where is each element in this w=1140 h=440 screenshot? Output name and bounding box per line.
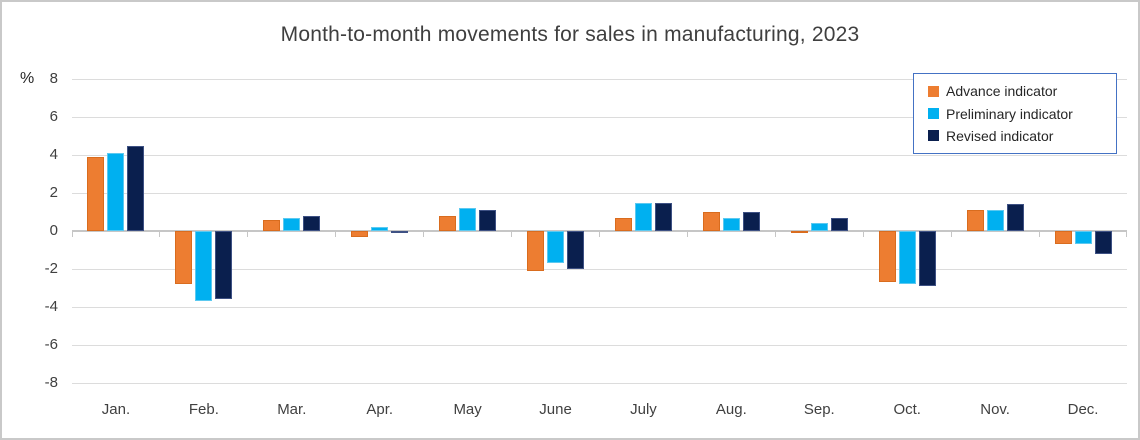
x-axis-label: Jan.: [101, 401, 131, 418]
bar-advance-indicator-jan: [87, 156, 105, 231]
x-axis-tick: [599, 231, 600, 237]
bar-revised-indicator-nov: [1006, 204, 1024, 231]
bar-preliminary-indicator-oct: [898, 231, 916, 285]
x-axis-label: Aug.: [715, 401, 747, 418]
bar-advance-indicator-june: [527, 231, 545, 271]
y-axis-unit-label: %: [20, 70, 35, 87]
gridline: [72, 306, 1127, 308]
bar-revised-indicator-sep: [830, 217, 848, 231]
bar-revised-indicator-may: [479, 210, 497, 231]
bar-advance-indicator-mar: [263, 219, 281, 231]
y-axis-tick-label: -4: [44, 298, 58, 315]
x-axis-label: Sep.: [803, 401, 835, 418]
x-axis-label: Mar.: [277, 401, 307, 418]
legend-swatch-advance-indicator: [928, 85, 939, 97]
bar-preliminary-indicator-jan: [107, 153, 125, 231]
y-axis-tick-label: 2: [49, 184, 58, 201]
bar-advance-indicator-sep: [790, 231, 808, 233]
legend-label-advance-indicator: Advance indicator: [946, 83, 1058, 100]
bar-advance-indicator-may: [439, 215, 457, 231]
bar-preliminary-indicator-nov: [986, 210, 1004, 231]
x-axis-tick: [774, 231, 776, 237]
chart-title: Month-to-month movements for sales in ma…: [280, 23, 860, 46]
x-axis-tick: [159, 231, 161, 237]
legend-swatch-preliminary-indicator: [928, 108, 939, 119]
x-axis-label: Oct.: [893, 401, 921, 418]
bar-advance-indicator-feb: [175, 231, 193, 285]
gridline: [72, 344, 1127, 346]
bar-preliminary-indicator-may: [459, 208, 477, 231]
x-axis-label: Dec.: [1067, 401, 1099, 418]
bar-revised-indicator-apr: [391, 231, 409, 233]
gridline: [72, 116, 1127, 118]
legend-swatch-revised-indicator: [928, 130, 939, 142]
gridline: [72, 154, 1127, 156]
x-axis-label: June: [539, 401, 572, 418]
legend-item-revised: Revised indicator: [928, 128, 1116, 144]
x-axis-tick: [1126, 231, 1127, 237]
bar-revised-indicator-oct: [918, 231, 936, 287]
bar-preliminary-indicator-dec: [1074, 231, 1092, 245]
x-axis-tick: [686, 231, 688, 237]
legend-item-advance: Advance indicator: [928, 83, 1116, 99]
x-axis-tick: [862, 231, 864, 237]
x-axis-tick: [335, 231, 337, 237]
x-axis-tick: [423, 231, 425, 237]
legend: Advance indicator Preliminary indicator …: [913, 73, 1117, 154]
x-axis-label: July: [630, 401, 657, 418]
bar-revised-indicator-aug: [742, 212, 760, 231]
y-axis-tick-label: 6: [49, 108, 58, 125]
x-axis-label: May: [453, 401, 482, 418]
bar-preliminary-indicator-june: [547, 231, 565, 264]
y-axis-tick-label: -6: [44, 336, 58, 353]
bar-advance-indicator-apr: [351, 231, 369, 237]
bar-preliminary-indicator-aug: [722, 217, 740, 231]
y-axis-tick-label: -8: [44, 374, 58, 391]
gridline: [72, 268, 1127, 270]
gridline: [72, 382, 1127, 384]
bar-revised-indicator-jan: [127, 145, 145, 231]
x-axis-label: Nov.: [980, 401, 1010, 418]
bar-advance-indicator-oct: [878, 231, 896, 283]
bar-revised-indicator-june: [567, 231, 585, 269]
x-axis-label: Apr.: [366, 401, 394, 418]
bar-advance-indicator-dec: [1054, 231, 1072, 245]
x-axis-tick: [1038, 231, 1040, 237]
bar-revised-indicator-mar: [303, 215, 321, 231]
bar-preliminary-indicator-mar: [283, 217, 301, 231]
bar-advance-indicator-aug: [702, 212, 720, 231]
y-axis-tick-label: 4: [49, 146, 58, 163]
legend-label-revised-indicator: Revised indicator: [946, 127, 1054, 144]
bar-preliminary-indicator-july: [634, 202, 652, 231]
bar-advance-indicator-nov: [966, 210, 984, 231]
bar-preliminary-indicator-sep: [810, 223, 828, 231]
bar-revised-indicator-july: [654, 202, 672, 231]
x-axis-tick: [72, 231, 73, 237]
x-axis-tick: [247, 231, 249, 237]
gridline: [72, 78, 1127, 80]
x-axis-tick: [511, 231, 513, 237]
plot-area: [72, 78, 1127, 384]
gridline: [72, 192, 1127, 194]
x-axis-label: Feb.: [188, 401, 219, 418]
bar-advance-indicator-july: [614, 217, 632, 231]
bar-preliminary-indicator-feb: [195, 231, 213, 302]
y-axis-tick-label: 8: [49, 70, 58, 87]
bar-preliminary-indicator-apr: [371, 227, 389, 231]
legend-item-preliminary: Preliminary indicator: [928, 106, 1116, 122]
y-axis-tick-label: 0: [49, 222, 58, 239]
bar-revised-indicator-dec: [1094, 231, 1112, 254]
y-axis-tick-label: -2: [44, 260, 58, 277]
legend-label-preliminary-indicator: Preliminary indicator: [946, 105, 1073, 122]
bar-revised-indicator-feb: [215, 231, 233, 300]
x-axis-tick: [950, 231, 952, 237]
